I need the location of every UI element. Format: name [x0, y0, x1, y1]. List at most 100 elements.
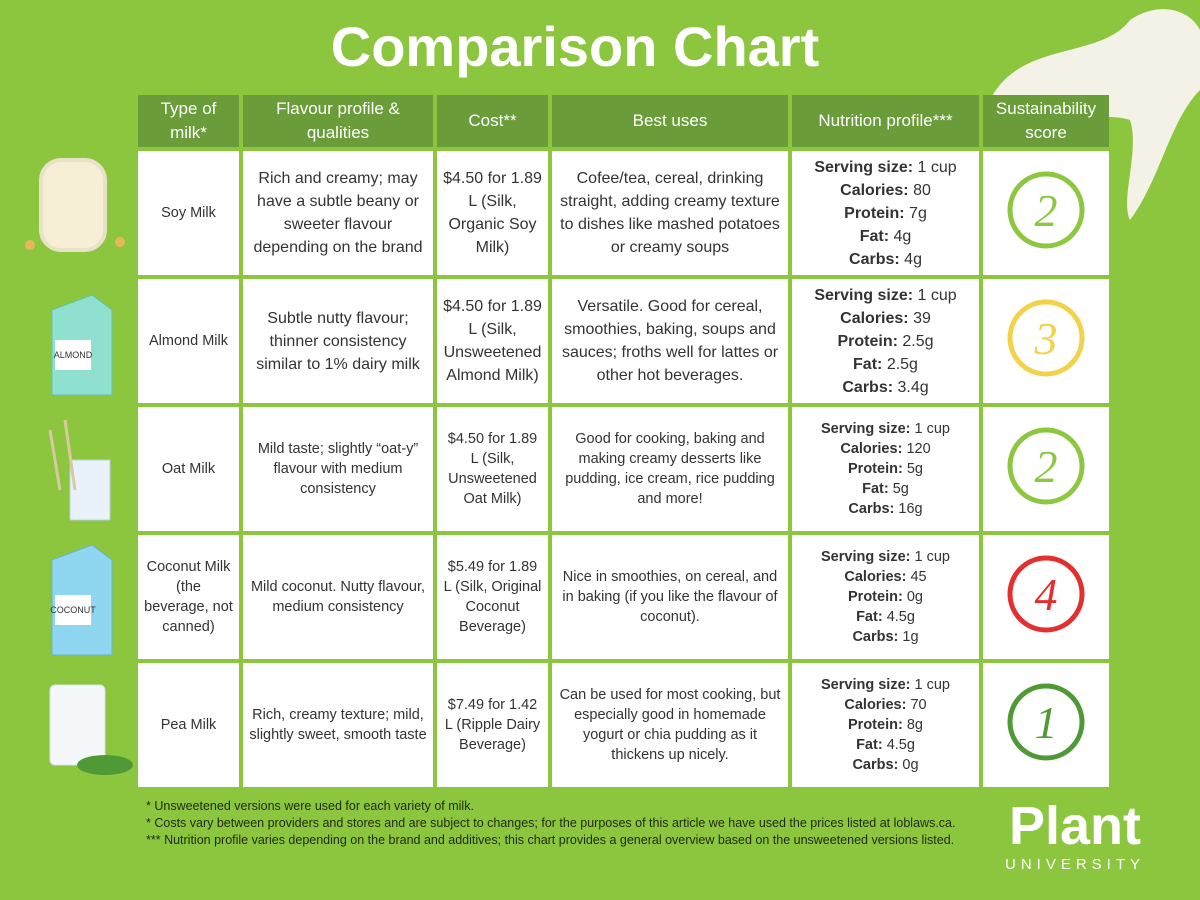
nutrition-value: 0g	[906, 589, 923, 605]
cost-cell: $7.49 for 1.42 L (Ripple Dairy Beverage)	[437, 663, 548, 787]
nutrition-label: Fat:	[859, 227, 890, 245]
score-cell: 2	[983, 407, 1109, 531]
nutrition-value: 2.5g	[886, 355, 918, 373]
nutrition-line: Protein: 0g	[797, 587, 974, 607]
nutrition-line: Carbs: 0g	[797, 755, 974, 775]
nutrition-value: 5g	[906, 461, 923, 477]
nutrition-line: Protein: 7g	[797, 202, 974, 225]
score-badge: 1	[1007, 683, 1085, 760]
nutrition-value: 1 cup	[917, 286, 957, 304]
nutrition-label: Carbs:	[849, 250, 900, 268]
footnote: *** Nutrition profile varies depending o…	[146, 833, 955, 847]
nutrition-line: Fat: 4.5g	[797, 607, 974, 627]
nutrition-value: 1g	[902, 629, 919, 645]
nutrition-line: Carbs: 3.4g	[797, 376, 974, 399]
nutrition-line: Carbs: 16g	[797, 499, 974, 519]
score-badge: 4	[1007, 555, 1085, 632]
header-cell: Sustainability score	[983, 95, 1109, 147]
nutrition-line: Serving size: 1 cup	[797, 675, 974, 695]
flavour-cell: Subtle nutty flavour; thinner consistenc…	[243, 279, 433, 403]
header-cell: Nutrition profile***	[792, 95, 979, 147]
score-value: 1	[1035, 697, 1058, 748]
nutrition-value: 5g	[892, 481, 909, 497]
nutrition-line: Fat: 5g	[797, 479, 974, 499]
nutrition-line: Carbs: 1g	[797, 627, 974, 647]
score-circle	[1007, 555, 1085, 632]
nutrition-value: 4g	[904, 250, 922, 268]
nutrition-value: 39	[913, 309, 931, 327]
nutrition-label: Serving size:	[821, 549, 911, 565]
nutrition-label: Calories:	[840, 441, 903, 457]
score-badge: 3	[1007, 299, 1085, 376]
type-cell: Coconut Milk (the beverage, not canned)	[138, 535, 239, 659]
cost-cell: $5.49 for 1.89 L (Silk, Original Coconut…	[437, 535, 548, 659]
type-cell: Pea Milk	[138, 663, 239, 787]
header-cell: Flavour profile & qualities	[243, 95, 433, 147]
score-value: 2	[1035, 441, 1058, 492]
nutrition-value: 45	[910, 569, 927, 585]
nutrition-value: 1 cup	[914, 549, 950, 565]
nutrition-value: 1 cup	[914, 421, 950, 437]
score-cell: 2	[983, 151, 1109, 275]
footnotes: * Unsweetened versions were used for eac…	[146, 798, 966, 849]
nutrition-label: Carbs:	[852, 757, 899, 773]
nutrition-label: Carbs:	[842, 378, 894, 396]
uses-cell: Can be used for most cooking, but especi…	[552, 663, 788, 787]
type-cell: Soy Milk	[138, 151, 239, 275]
nutrition-label: Serving size:	[821, 677, 911, 693]
nutrition-value: 70	[910, 697, 927, 713]
nutrition-label: Protein:	[844, 204, 905, 222]
nutrition-label: Protein:	[837, 332, 898, 350]
score-cell: 3	[983, 279, 1109, 403]
nutrition-cell: Serving size: 1 cup Calories: 120 Protein:…	[792, 407, 979, 531]
flavour-cell: Rich, creamy texture; mild, slightly swe…	[243, 663, 433, 787]
table-row: Pea Milk Rich, creamy texture; mild, slig…	[138, 663, 1109, 787]
nutrition-value: 120	[906, 441, 931, 457]
nutrition-value: 2.5g	[902, 332, 934, 350]
logo-sub: UNIVERSITY	[1004, 856, 1145, 873]
footnote: * Unsweetened versions were used for eac…	[146, 799, 474, 813]
nutrition-line: Calories: 45	[797, 567, 974, 587]
nutrition-line: Calories: 70	[797, 695, 974, 715]
nutrition-line: Protein: 2.5g	[797, 330, 974, 353]
nutrition-label: Fat:	[856, 737, 883, 753]
nutrition-cell: Serving size: 1 cup Calories: 80 Protein: …	[792, 151, 979, 275]
score-circle	[1007, 171, 1085, 248]
footnote: * Costs vary between providers and store…	[146, 816, 956, 830]
flavour-cell: Rich and creamy; may have a subtle beany…	[243, 151, 433, 275]
nutrition-label: Protein:	[848, 589, 903, 605]
score-cell: 1	[983, 663, 1109, 787]
nutrition-value: 4g	[893, 227, 912, 245]
comparison-table: Type of milk* Flavour profile & qualities…	[134, 91, 1113, 791]
header-cell: Best uses	[552, 95, 788, 147]
uses-cell: Cofee/tea, cereal, drinking straight, ad…	[552, 151, 788, 275]
nutrition-value: 1 cup	[917, 158, 957, 176]
flavour-cell: Mild coconut. Nutty flavour, medium cons…	[243, 535, 433, 659]
type-cell: Almond Milk	[138, 279, 239, 403]
nutrition-label: Protein:	[848, 461, 903, 477]
nutrition-value: 0g	[902, 757, 919, 773]
nutrition-line: Fat: 4.5g	[797, 735, 974, 755]
table-row: Soy Milk Rich and creamy; may have a subt…	[138, 151, 1109, 275]
title: Comparison Chart	[330, 15, 820, 78]
nutrition-label: Serving size:	[814, 286, 914, 304]
logo-name: Plant	[1008, 796, 1142, 856]
svg-text:ALMOND: ALMOND	[54, 350, 93, 360]
score-badge: 2	[1007, 427, 1085, 504]
nutrition-label: Calories:	[844, 569, 907, 585]
score-badge: 2	[1007, 171, 1085, 248]
nutrition-line: Serving size: 1 cup	[797, 419, 974, 439]
table-body: Soy Milk Rich and creamy; may have a subt…	[138, 151, 1109, 787]
nutrition-cell: Serving size: 1 cup Calories: 70 Protein: …	[792, 663, 979, 787]
nutrition-line: Serving size: 1 cup	[797, 156, 974, 179]
nutrition-value: 16g	[898, 501, 923, 517]
nutrition-cell: Serving size: 1 cup Calories: 45 Protein: …	[792, 535, 979, 659]
nutrition-line: Serving size: 1 cup	[797, 284, 974, 307]
score-value: 2	[1035, 185, 1058, 236]
table-row: Oat Milk Mild taste; slightly “oat-y” fla…	[138, 407, 1109, 531]
nutrition-line: Protein: 5g	[797, 459, 974, 479]
nutrition-value: 80	[913, 181, 931, 199]
nutrition-line: Calories: 120	[797, 439, 974, 459]
uses-cell: Versatile. Good for cereal, smoothies, b…	[552, 279, 788, 403]
